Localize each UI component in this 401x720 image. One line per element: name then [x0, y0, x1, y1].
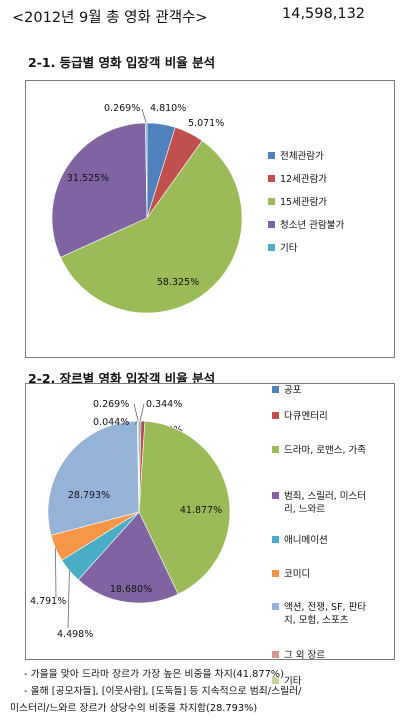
- header-total: 14,598,132: [282, 6, 366, 22]
- chart1-leader-line: [141, 108, 147, 124]
- chart2-data-label: 4.791%: [30, 596, 66, 607]
- chart2-data-label: 0.044%: [93, 417, 129, 428]
- chart2-legend-label: 공포: [284, 385, 302, 396]
- chart2-legend-label: 다큐멘터리: [284, 411, 328, 422]
- chart1-data-label: 0.269%: [104, 103, 140, 114]
- chart2-legend-swatch: [272, 386, 279, 393]
- chart2-legend-swatch: [272, 570, 279, 577]
- chart2-leader-line: [133, 403, 139, 422]
- chart2-legend-swatch: [272, 536, 279, 543]
- chart2-legend-swatch: [272, 492, 279, 499]
- chart2-legend-label: 드라마, 로맨스, 가족: [284, 445, 366, 456]
- chart2-legend-label: 범죄, 스릴러, 미스터리, 느와르: [284, 491, 366, 515]
- chart1-title: 2-1. 등급별 영화 입장객 비율 분석: [28, 55, 216, 70]
- chart2-title: 2-2. 장르별 영화 입장객 비율 분석: [28, 371, 216, 386]
- chart2-legend-label: 기타: [284, 676, 302, 687]
- chart2-legend-swatch: [272, 677, 279, 684]
- chart2-data-label: 0.269%: [93, 399, 129, 410]
- chart1-slice: [145, 122, 148, 219]
- chart2-leader-line: [55, 548, 57, 599]
- chart2-data-label: 28.793%: [68, 490, 110, 501]
- header-title: <2012년 9월 총 영화 관객수>: [12, 10, 208, 26]
- chart1-legend-label: 전체관람가: [280, 151, 324, 162]
- chart1-data-label: 5.071%: [188, 118, 224, 129]
- chart2-leader-line: [142, 421, 145, 431]
- chart1-legend-swatch: [268, 198, 275, 205]
- chart1-legend-label: 12세관람가: [280, 174, 328, 185]
- chart2-leader-line: [67, 570, 70, 629]
- chart1-data-label: 58.325%: [157, 277, 199, 288]
- note-line: - 가을을 맞아 드라마 장르가 가장 높은 비중을 차지(41.877%): [24, 669, 284, 680]
- chart2-leader-line: [134, 420, 138, 426]
- chart2-leader-line: [139, 403, 145, 422]
- chart1-slice: [51, 122, 148, 258]
- chart2-data-label: 0.344%: [146, 399, 182, 410]
- chart2-legend-label: 코미디: [284, 569, 311, 580]
- chart2-data-label: 41.877%: [180, 505, 222, 516]
- chart2-slice: [138, 420, 231, 595]
- chart1-legend-swatch: [268, 175, 275, 182]
- chart2-legend-label: 애니메이션: [284, 535, 328, 546]
- note-line: 미스터리/느와르 장르가 상당수의 비중을 차지함(28.793%): [10, 703, 258, 714]
- chart1-data-label: 4.810%: [150, 103, 186, 114]
- chart2-slice: [137, 420, 140, 513]
- chart1-legend-label: 기타: [280, 243, 298, 254]
- chart2-slice: [47, 420, 140, 536]
- chart1-legend-label: 청소년 관람불가: [280, 220, 345, 231]
- chart1-data-label: 31.525%: [67, 173, 109, 184]
- chart2-legend-label: 그 외 장르: [284, 650, 325, 661]
- chart2-legend-swatch: [272, 412, 279, 419]
- notes: - 가을을 맞아 드라마 장르가 가장 높은 비중을 차지(41.877%) -…: [10, 666, 302, 717]
- chart2-data-label: 18.680%: [110, 584, 152, 595]
- chart1-legend-swatch: [268, 221, 275, 228]
- chart2-legend-swatch: [272, 446, 279, 453]
- chart1-legend-swatch: [268, 244, 275, 251]
- chart2-legend-label: 액션, 전쟁, SF, 판타지, 모험, 스포츠: [284, 602, 367, 626]
- chart1-slice: [60, 140, 243, 314]
- chart1-legend-swatch: [268, 152, 275, 159]
- chart2-data-label: 4.498%: [57, 629, 93, 640]
- chart1-legend-label: 15세관람가: [280, 197, 328, 208]
- chart2-slice: [77, 511, 179, 604]
- note-line: - 올해 [공모자들], [이웃사람], [도둑들] 등 지속적으로 범죄/스릴…: [24, 686, 302, 697]
- chart2-legend-swatch: [272, 603, 279, 610]
- chart2-legend-swatch: [272, 651, 279, 658]
